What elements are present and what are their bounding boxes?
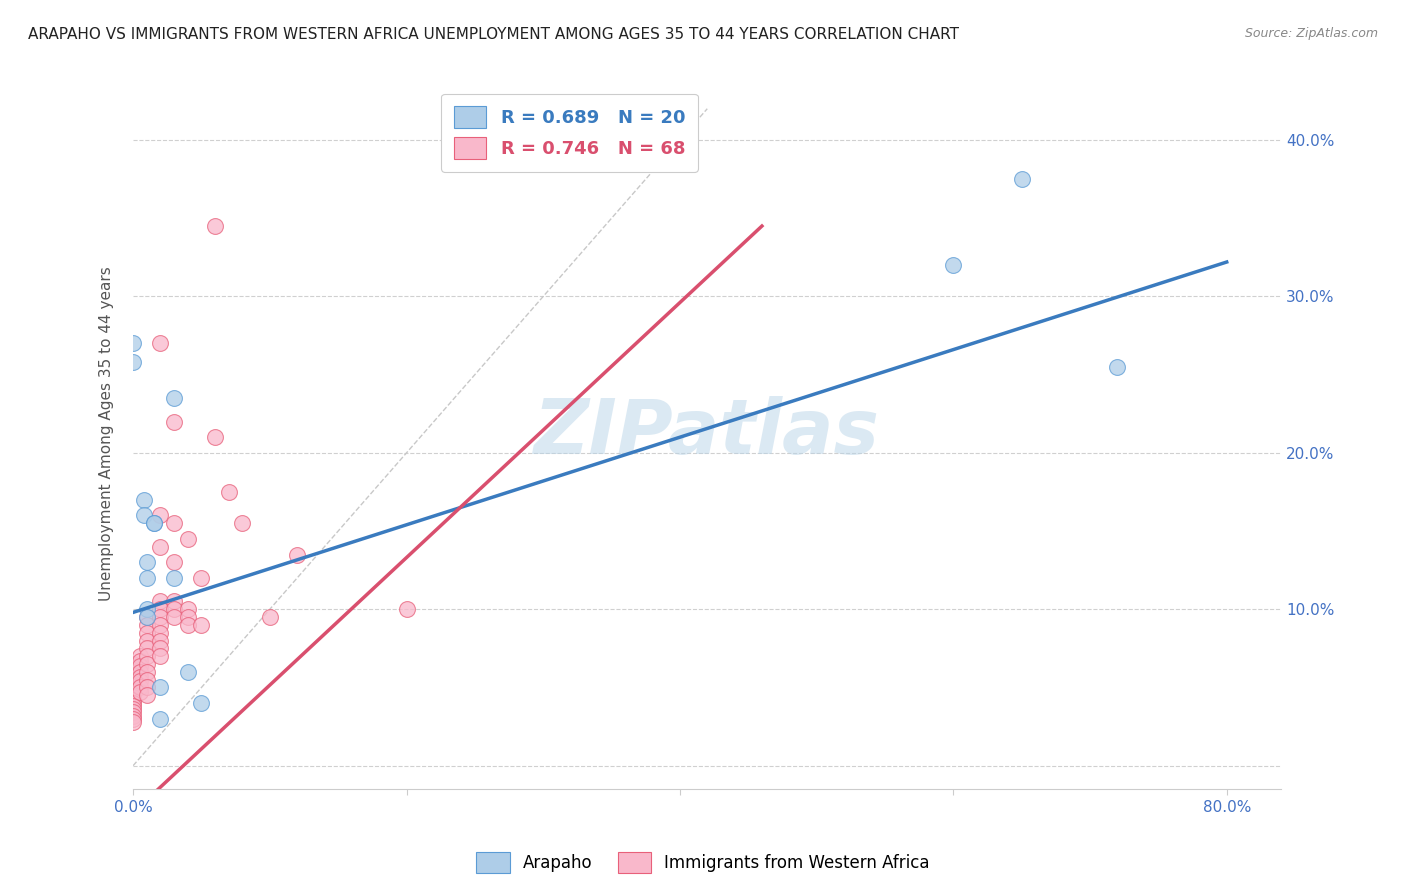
- Point: [149, 649, 172, 664]
- Legend: Arapaho, Immigrants from Western Africa: Arapaho, Immigrants from Western Africa: [470, 846, 936, 880]
- Point: [135, 610, 157, 624]
- Point: [190, 571, 212, 585]
- Point: [149, 336, 172, 351]
- Point: [204, 430, 226, 444]
- Point: [122, 714, 145, 729]
- Point: [1011, 172, 1033, 186]
- Point: [129, 654, 152, 668]
- Text: ARAPAHO VS IMMIGRANTS FROM WESTERN AFRICA UNEMPLOYMENT AMONG AGES 35 TO 44 YEARS: ARAPAHO VS IMMIGRANTS FROM WESTERN AFRIC…: [28, 27, 959, 42]
- Point: [135, 602, 157, 616]
- Point: [149, 641, 172, 656]
- Point: [135, 673, 157, 687]
- Point: [142, 516, 165, 531]
- Point: [942, 258, 965, 272]
- Point: [177, 665, 200, 679]
- Point: [149, 594, 172, 608]
- Point: [177, 532, 200, 546]
- Point: [122, 702, 145, 716]
- Point: [122, 699, 145, 714]
- Point: [218, 485, 240, 500]
- Point: [163, 610, 186, 624]
- Point: [122, 668, 145, 682]
- Point: [142, 516, 165, 531]
- Point: [149, 618, 172, 632]
- Point: [129, 658, 152, 673]
- Point: [163, 415, 186, 429]
- Point: [135, 649, 157, 664]
- Point: [132, 508, 155, 523]
- Point: [231, 516, 253, 531]
- Point: [135, 618, 157, 632]
- Point: [129, 665, 152, 679]
- Point: [132, 492, 155, 507]
- Point: [122, 681, 145, 695]
- Text: ZIPatlas: ZIPatlas: [534, 396, 880, 470]
- Point: [122, 355, 145, 369]
- Point: [122, 712, 145, 726]
- Point: [135, 665, 157, 679]
- Point: [285, 548, 308, 562]
- Point: [149, 610, 172, 624]
- Point: [163, 555, 186, 569]
- Point: [1107, 359, 1129, 374]
- Point: [163, 391, 186, 405]
- Point: [135, 555, 157, 569]
- Point: [149, 681, 172, 695]
- Point: [163, 594, 186, 608]
- Point: [135, 657, 157, 671]
- Point: [149, 540, 172, 554]
- Text: Source: ZipAtlas.com: Source: ZipAtlas.com: [1244, 27, 1378, 40]
- Point: [122, 706, 145, 720]
- Point: [129, 681, 152, 695]
- Point: [163, 602, 186, 616]
- Point: [190, 696, 212, 710]
- Legend: R = 0.689   N = 20, R = 0.746   N = 68: R = 0.689 N = 20, R = 0.746 N = 68: [441, 94, 697, 172]
- Point: [190, 618, 212, 632]
- Point: [122, 660, 145, 674]
- Point: [149, 508, 172, 523]
- Point: [122, 687, 145, 701]
- Point: [122, 657, 145, 671]
- Point: [149, 602, 172, 616]
- Point: [122, 675, 145, 690]
- Point: [122, 690, 145, 704]
- Point: [177, 602, 200, 616]
- Point: [163, 571, 186, 585]
- Point: [259, 610, 281, 624]
- Point: [122, 665, 145, 679]
- Point: [129, 669, 152, 683]
- Point: [177, 618, 200, 632]
- Y-axis label: Unemployment Among Ages 35 to 44 years: Unemployment Among Ages 35 to 44 years: [100, 266, 114, 600]
- Point: [149, 633, 172, 648]
- Point: [135, 625, 157, 640]
- Point: [177, 610, 200, 624]
- Point: [163, 516, 186, 531]
- Point: [135, 681, 157, 695]
- Point: [135, 641, 157, 656]
- Point: [122, 673, 145, 687]
- Point: [135, 688, 157, 702]
- Point: [135, 633, 157, 648]
- Point: [122, 708, 145, 723]
- Point: [395, 602, 418, 616]
- Point: [129, 685, 152, 699]
- Point: [122, 696, 145, 710]
- Point: [122, 336, 145, 351]
- Point: [149, 712, 172, 726]
- Point: [122, 693, 145, 707]
- Point: [135, 610, 157, 624]
- Point: [129, 649, 152, 664]
- Point: [149, 625, 172, 640]
- Point: [122, 683, 145, 698]
- Point: [135, 571, 157, 585]
- Point: [204, 219, 226, 233]
- Point: [129, 674, 152, 689]
